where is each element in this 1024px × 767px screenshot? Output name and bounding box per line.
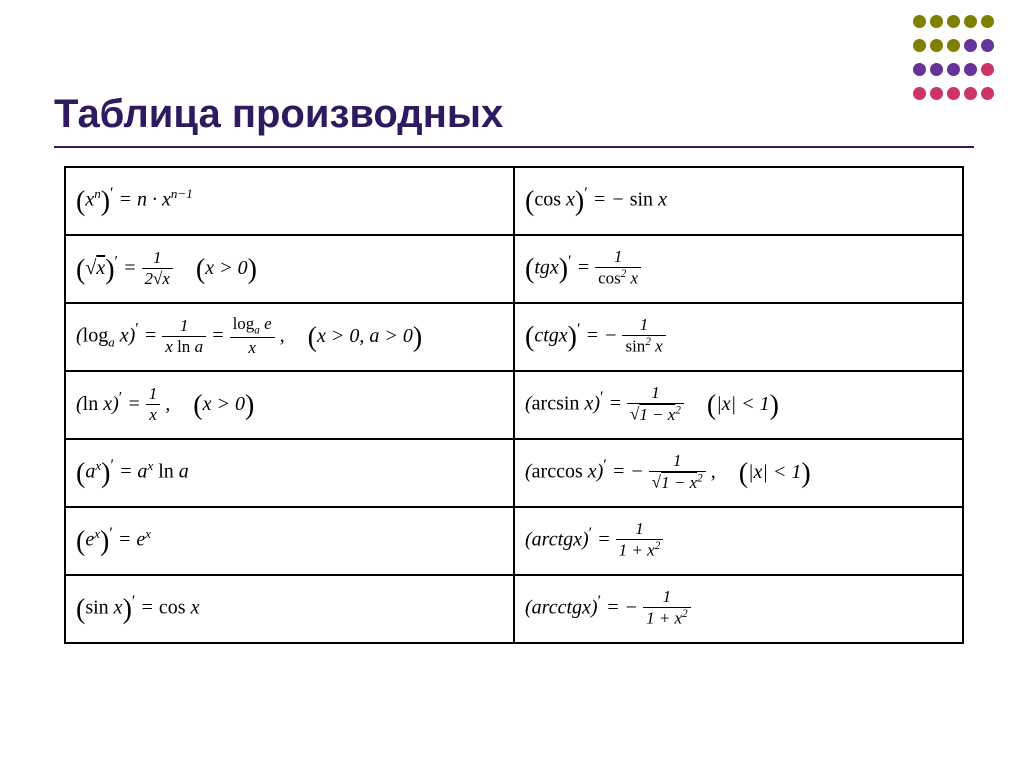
table-cell: (arccos x)′ = − 1√1 − x2 , (|x| < 1) (514, 439, 963, 507)
table-cell: (tgx)′ = 1cos2 x (514, 235, 963, 303)
table-cell: (cos x)′ = − sin x (514, 167, 963, 235)
table-cell: (arcctgx)′ = − 11 + x2 (514, 575, 963, 643)
table-cell: (arcsin x)′ = 1√1 − x2 (|x| < 1) (514, 371, 963, 439)
decorative-dot-grid (911, 12, 996, 108)
page-title: Таблица производных (54, 92, 503, 137)
table-cell: (sin x)′ = cos x (65, 575, 514, 643)
table-cell: (loga x)′ = 1x ln a = loga ex , (x > 0, … (65, 303, 514, 371)
table-cell: (xn)′ = n · xn−1 (65, 167, 514, 235)
table-cell: (arctgx)′ = 11 + x2 (514, 507, 963, 575)
derivatives-table: (xn)′ = n · xn−1 (cos x)′ = − sin x (√x)… (64, 166, 964, 644)
table-cell: (ax)′ = ax ln a (65, 439, 514, 507)
table-cell: (ex)′ = ex (65, 507, 514, 575)
table-cell: (ln x)′ = 1x , (x > 0) (65, 371, 514, 439)
title-underline (54, 146, 974, 148)
table-cell: (ctgx)′ = − 1sin2 x (514, 303, 963, 371)
table-cell: (√x)′ = 12√x (x > 0) (65, 235, 514, 303)
